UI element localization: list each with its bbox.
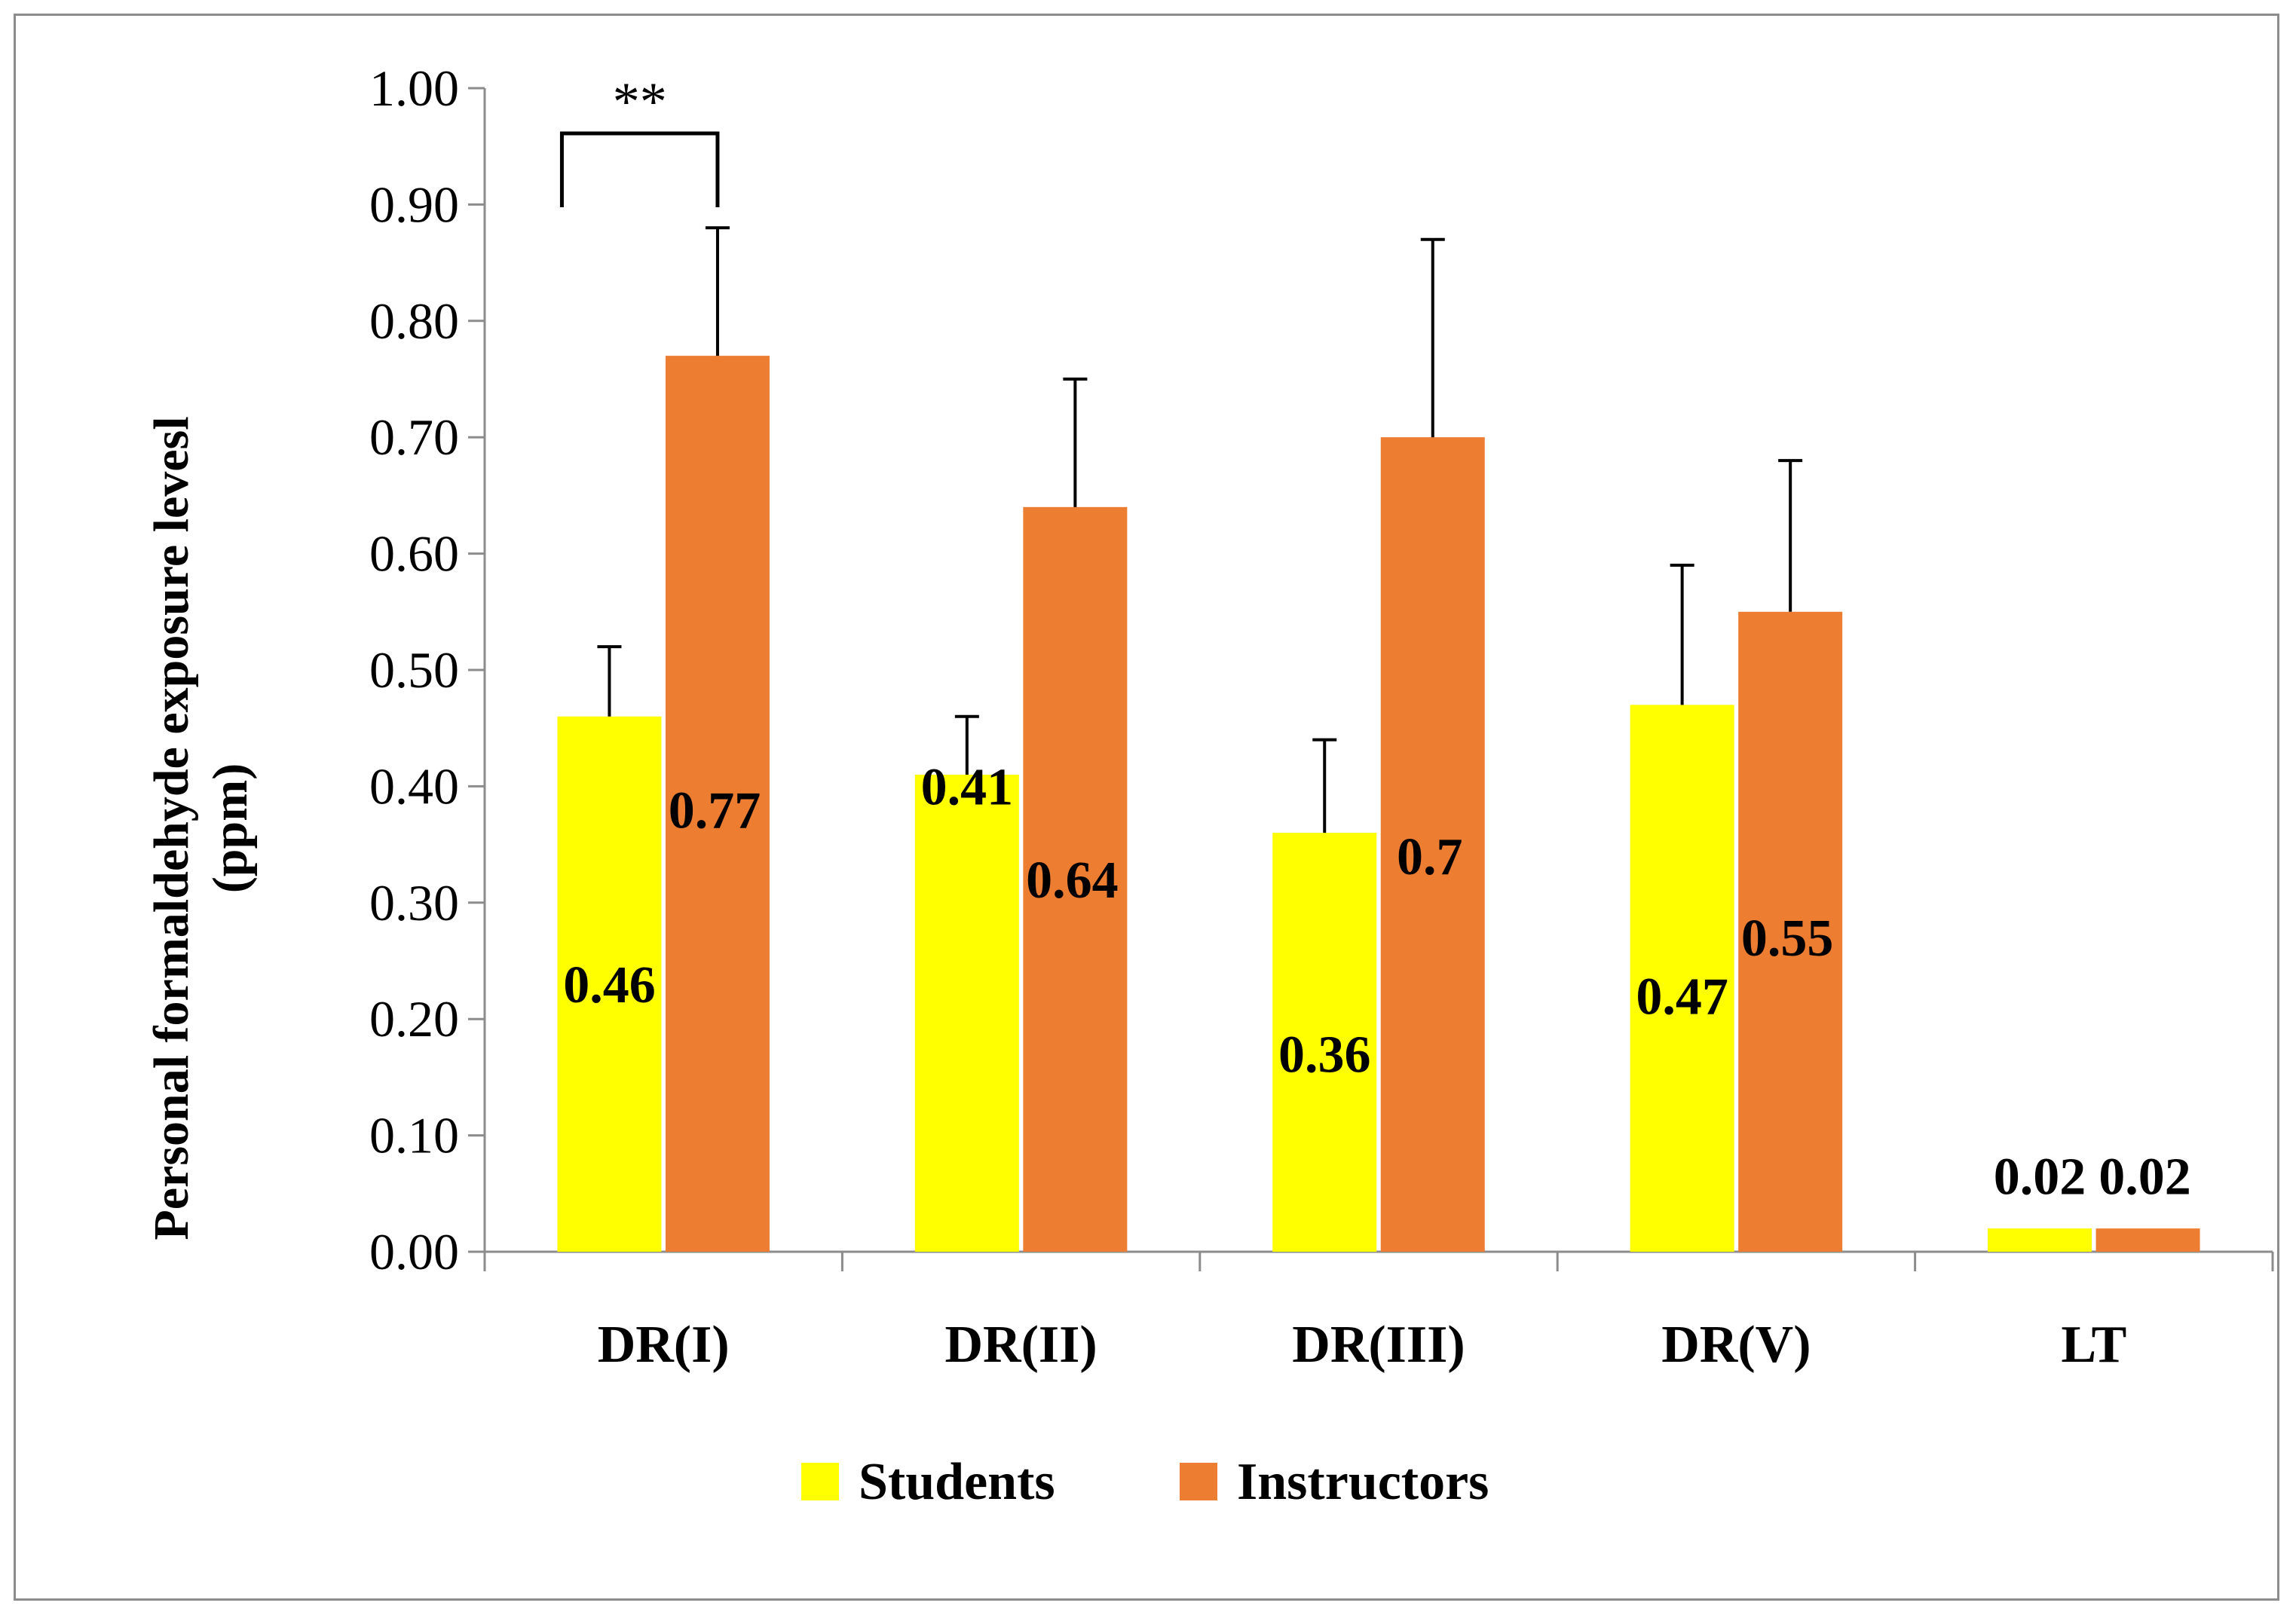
significance-label: ** [613, 72, 667, 132]
data-label-students: 0.02 [1994, 1149, 2086, 1207]
data-label-instructors: 0.55 [1741, 910, 1834, 968]
data-label-instructors: 0.02 [2099, 1149, 2191, 1207]
legend: Students Instructors [801, 1453, 1489, 1511]
x-tick-label: DR(I) [598, 1316, 730, 1374]
y-axis-title-line-2: (ppm) [203, 763, 258, 893]
y-axis-title-line-1: Personal formaldehyde exposure levesl [144, 416, 199, 1240]
data-label-students: 0.36 [1278, 1026, 1371, 1084]
data-label-instructors: 0.77 [669, 781, 761, 840]
bar-chart: Personal formaldehyde exposure levesl (p… [144, 60, 2274, 1511]
y-tick-label: 0.00 [369, 1223, 459, 1280]
x-tick-label: DR(III) [1292, 1316, 1465, 1374]
x-tick-label: DR(II) [944, 1316, 1097, 1374]
error-bars [597, 226, 1803, 833]
legend-label-instructors: Instructors [1237, 1453, 1489, 1511]
data-label-students: 0.41 [921, 758, 1014, 816]
y-tick-label: 0.90 [369, 176, 459, 233]
data-label-instructors: 0.7 [1397, 828, 1463, 886]
x-tick-label: DR(V) [1661, 1316, 1811, 1374]
data-label-instructors: 0.64 [1026, 852, 1119, 910]
legend-swatch-instructors [1180, 1463, 1217, 1500]
bar-students-4 [1988, 1228, 2092, 1252]
data-labels: 0.46 0.41 0.36 0.47 0.02 0.77 0.64 0.7 0.55 0.02 [563, 758, 2191, 1206]
y-axis: 0.00 0.10 0.20 0.30 0.40 0.50 0.60 0.70 0.80 0.90… [369, 60, 485, 1280]
y-tick-label: 0.60 [369, 525, 459, 583]
bar-students-0 [557, 716, 662, 1252]
bar-instructors-1 [1023, 506, 1128, 1252]
bar-instructors-3 [1738, 611, 1843, 1252]
data-label-students: 0.46 [563, 956, 656, 1014]
y-tick-label: 0.30 [369, 874, 459, 931]
bar-instructors-2 [1380, 437, 1485, 1252]
y-tick-label: 1.00 [369, 60, 459, 117]
bar-students-3 [1630, 705, 1734, 1252]
y-tick-label: 0.20 [369, 990, 459, 1048]
significance-annotation: ** [559, 72, 720, 207]
x-axis-labels: DR(I) DR(II) DR(III) DR(V) LT [598, 1316, 2127, 1374]
data-label-students: 0.47 [1636, 968, 1728, 1026]
bar-students-1 [914, 774, 1019, 1252]
bar-students-2 [1272, 833, 1377, 1252]
y-tick-label: 0.80 [369, 292, 459, 350]
y-axis-title: Personal formaldehyde exposure levesl (p… [144, 416, 258, 1240]
legend-swatch-students [801, 1463, 839, 1500]
y-tick-label: 0.10 [369, 1107, 459, 1164]
y-tick-label: 0.40 [369, 757, 459, 815]
axes [483, 88, 2274, 1271]
x-tick-label: LT [2061, 1316, 2126, 1374]
bar-instructors-0 [665, 356, 770, 1252]
y-tick-label: 0.70 [369, 408, 459, 466]
y-tick-label: 0.50 [369, 641, 459, 699]
legend-label-students: Students [859, 1453, 1055, 1511]
bars [557, 356, 2200, 1252]
bar-instructors-4 [2095, 1228, 2200, 1252]
significance-bracket [559, 131, 720, 207]
chart-frame: Personal formaldehyde exposure levesl (p… [14, 14, 2279, 1601]
